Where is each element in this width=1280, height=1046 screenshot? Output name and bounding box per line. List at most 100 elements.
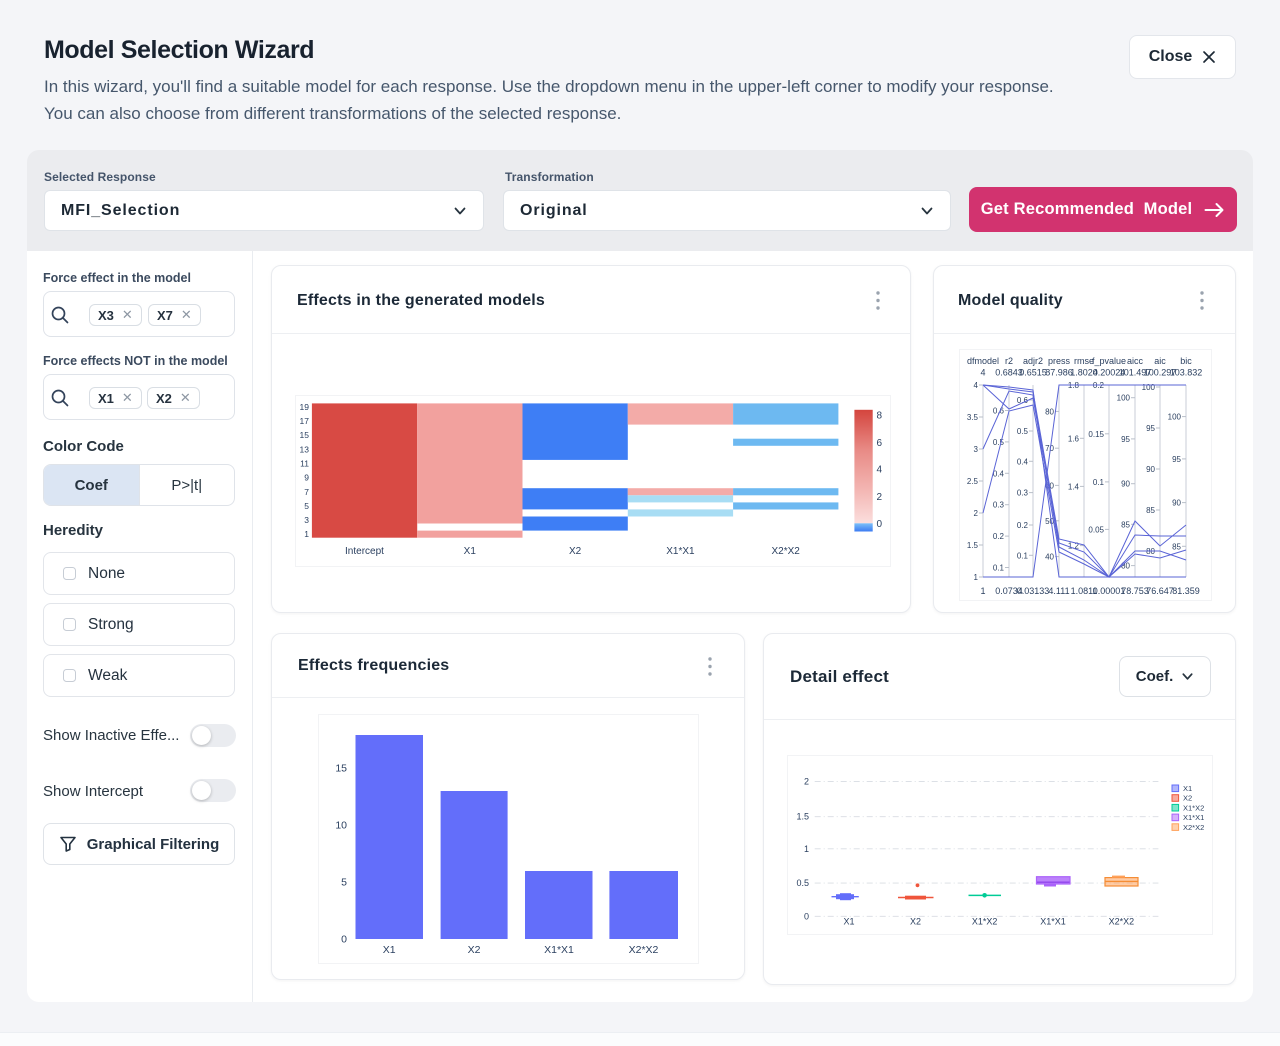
svg-text:7: 7 xyxy=(304,487,309,497)
svg-text:85: 85 xyxy=(1172,542,1181,551)
svg-text:1.0811: 1.0811 xyxy=(1071,586,1098,596)
svg-text:8: 8 xyxy=(877,411,883,422)
svg-text:103.832: 103.832 xyxy=(1170,368,1203,378)
svg-text:X1: X1 xyxy=(843,917,854,927)
svg-text:1.8024: 1.8024 xyxy=(1070,368,1098,378)
svg-text:f_pvalue: f_pvalue xyxy=(1092,356,1126,366)
svg-text:0.1: 0.1 xyxy=(1093,478,1105,487)
svg-text:100: 100 xyxy=(1142,383,1156,392)
svg-text:90: 90 xyxy=(1121,480,1130,489)
svg-text:1: 1 xyxy=(974,573,979,582)
svg-text:15: 15 xyxy=(335,763,347,775)
svg-text:1.5: 1.5 xyxy=(967,541,979,550)
svg-text:78.753: 78.753 xyxy=(1121,586,1149,596)
svg-text:0.1: 0.1 xyxy=(1017,551,1029,560)
svg-text:95: 95 xyxy=(1146,424,1155,433)
svg-text:2: 2 xyxy=(804,777,809,787)
svg-text:0.15: 0.15 xyxy=(1088,430,1104,439)
svg-text:X1*X2: X1*X2 xyxy=(1183,803,1204,812)
svg-text:50: 50 xyxy=(1045,517,1054,526)
svg-text:3: 3 xyxy=(974,445,979,454)
svg-text:85: 85 xyxy=(1121,520,1130,529)
svg-text:0.3: 0.3 xyxy=(993,501,1005,510)
svg-text:3.5: 3.5 xyxy=(967,413,979,422)
svg-text:aicc: aicc xyxy=(1127,356,1144,366)
svg-text:X1: X1 xyxy=(1183,784,1192,793)
svg-text:0.6: 0.6 xyxy=(1017,396,1029,405)
svg-text:1.2: 1.2 xyxy=(1068,542,1080,551)
svg-text:80: 80 xyxy=(1045,407,1054,416)
svg-text:X2*X2: X2*X2 xyxy=(629,944,659,956)
svg-text:5: 5 xyxy=(341,877,347,889)
svg-text:aic: aic xyxy=(1154,356,1166,366)
svg-text:40: 40 xyxy=(1045,553,1054,562)
svg-text:0.6: 0.6 xyxy=(993,407,1005,416)
svg-text:4: 4 xyxy=(974,381,979,390)
svg-text:101.497: 101.497 xyxy=(1119,368,1152,378)
svg-text:X2*X2: X2*X2 xyxy=(772,546,801,557)
svg-text:X2: X2 xyxy=(1183,794,1192,803)
svg-text:0.05: 0.05 xyxy=(1088,525,1104,534)
svg-text:17: 17 xyxy=(300,416,310,426)
svg-text:100: 100 xyxy=(1168,413,1182,422)
svg-text:2.5: 2.5 xyxy=(967,477,979,486)
svg-text:95: 95 xyxy=(1121,435,1130,444)
svg-text:0.4: 0.4 xyxy=(993,469,1005,478)
svg-text:87.986: 87.986 xyxy=(1045,368,1073,378)
svg-text:19: 19 xyxy=(300,402,310,412)
svg-text:1: 1 xyxy=(804,844,809,854)
svg-text:0.6515: 0.6515 xyxy=(1019,368,1047,378)
svg-text:10: 10 xyxy=(335,820,347,832)
svg-text:dfmodel: dfmodel xyxy=(967,356,999,366)
svg-text:1: 1 xyxy=(980,586,985,596)
svg-text:4: 4 xyxy=(980,368,985,378)
svg-text:1.6: 1.6 xyxy=(1068,434,1080,443)
svg-text:adjr2: adjr2 xyxy=(1023,356,1043,366)
svg-text:X2: X2 xyxy=(569,546,582,557)
svg-text:0.1: 0.1 xyxy=(993,564,1005,573)
svg-text:0.5: 0.5 xyxy=(796,878,809,888)
svg-text:X1*X1: X1*X1 xyxy=(1040,917,1066,927)
svg-text:X1*X1: X1*X1 xyxy=(666,546,695,557)
svg-text:0: 0 xyxy=(877,519,883,530)
svg-text:0.3: 0.3 xyxy=(1017,489,1029,498)
svg-text:X1: X1 xyxy=(464,546,477,557)
svg-text:bic: bic xyxy=(1180,356,1192,366)
svg-text:0.5: 0.5 xyxy=(993,438,1005,447)
svg-text:0: 0 xyxy=(804,911,809,921)
svg-text:X2*X2: X2*X2 xyxy=(1183,823,1204,832)
svg-text:4: 4 xyxy=(877,465,883,476)
svg-text:0.2: 0.2 xyxy=(1017,521,1029,530)
svg-text:0.03133: 0.03133 xyxy=(1017,586,1050,596)
svg-text:X2: X2 xyxy=(910,917,921,927)
svg-text:X2*X2: X2*X2 xyxy=(1109,917,1135,927)
svg-text:1: 1 xyxy=(304,529,309,539)
svg-text:100.297: 100.297 xyxy=(1144,368,1177,378)
svg-text:85: 85 xyxy=(1146,506,1155,515)
svg-text:rmse: rmse xyxy=(1074,356,1094,366)
svg-text:X1*X1: X1*X1 xyxy=(1183,813,1204,822)
svg-text:95: 95 xyxy=(1172,455,1181,464)
svg-text:9: 9 xyxy=(304,473,309,483)
svg-text:X1*X1: X1*X1 xyxy=(544,944,574,956)
svg-text:0.5: 0.5 xyxy=(1017,427,1029,436)
svg-text:90: 90 xyxy=(1146,465,1155,474)
svg-text:100: 100 xyxy=(1117,394,1131,403)
svg-text:1.4: 1.4 xyxy=(1068,482,1080,491)
svg-text:0.00001: 0.00001 xyxy=(1093,586,1126,596)
svg-text:70: 70 xyxy=(1045,444,1054,453)
svg-text:0: 0 xyxy=(341,934,347,946)
svg-text:11: 11 xyxy=(300,459,309,469)
svg-text:X2: X2 xyxy=(468,944,481,956)
svg-text:3: 3 xyxy=(304,515,309,525)
svg-text:X1: X1 xyxy=(383,944,396,956)
svg-text:2: 2 xyxy=(877,492,883,503)
svg-text:76.647: 76.647 xyxy=(1146,586,1174,596)
svg-text:0.6843: 0.6843 xyxy=(995,368,1023,378)
svg-text:r2: r2 xyxy=(1005,356,1013,366)
svg-text:2: 2 xyxy=(974,509,979,518)
svg-text:0.4: 0.4 xyxy=(1017,457,1029,466)
svg-text:13: 13 xyxy=(300,444,310,454)
svg-text:0.2: 0.2 xyxy=(993,532,1005,541)
svg-text:5: 5 xyxy=(304,501,309,511)
